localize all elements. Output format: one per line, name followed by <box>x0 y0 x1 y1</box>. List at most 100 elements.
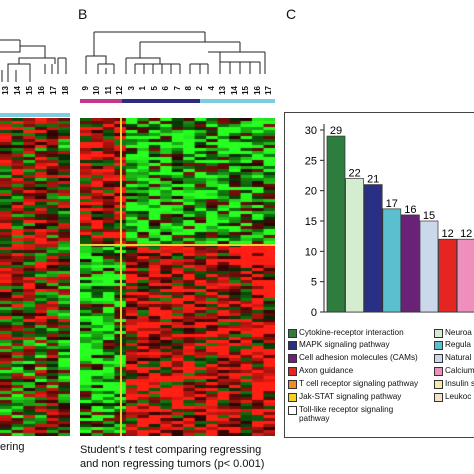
panel-b-heatmap <box>80 118 275 436</box>
panel-c-label: C <box>286 6 297 22</box>
legend-swatch <box>288 341 297 350</box>
bar-value-label: 17 <box>386 198 398 210</box>
legend-swatch <box>434 393 443 402</box>
legend-item: Cell adhesion molecules (CAMs) <box>288 353 418 363</box>
column-label: 13 <box>218 86 228 95</box>
legend-label: Calcium <box>445 366 474 375</box>
panel-b-divider-horizontal <box>80 244 275 246</box>
panel-c-legend: Cytokine-receptor interaction MAPK signal… <box>284 320 474 438</box>
bar-value-label: 12 <box>441 228 453 240</box>
panel-b-caption: Student's t test comparing regressing an… <box>80 444 265 470</box>
legend-item: T cell receptor signaling pathway <box>288 379 418 389</box>
column-label: 1 <box>138 86 148 91</box>
y-tick-label: 25 <box>305 155 317 167</box>
legend-label: Jak-STAT signaling pathway <box>299 392 402 401</box>
column-label: 16 <box>252 86 262 95</box>
bar <box>345 178 364 313</box>
legend-item: Jak-STAT signaling pathway <box>288 392 401 402</box>
panel-a-heatmap <box>0 118 70 436</box>
legend-swatch <box>434 354 443 363</box>
legend-swatch <box>434 341 443 350</box>
bar <box>401 214 420 313</box>
legend-item: Natural <box>434 353 471 363</box>
y-tick-label: 30 <box>305 125 317 137</box>
column-label: 3 <box>126 86 136 91</box>
legend-label: Regula <box>445 340 471 349</box>
column-label: 15 <box>241 86 251 95</box>
column-label: 11 <box>103 86 113 95</box>
panel-b-divider-vertical <box>120 118 122 436</box>
legend-item: Leukoc <box>434 392 471 402</box>
column-label: 14 <box>13 86 22 95</box>
panel-b-dendrogram <box>85 31 266 74</box>
column-label: 17 <box>264 86 274 95</box>
bar-value-label: 16 <box>404 204 416 216</box>
column-label: 9 <box>80 86 90 91</box>
legend-swatch <box>434 380 443 389</box>
bar <box>382 208 402 313</box>
panel-a-color-bar <box>0 113 70 117</box>
bar-value-label: 29 <box>330 125 342 137</box>
legend-item: MAPK signaling pathway <box>288 340 390 350</box>
column-label: 6 <box>161 86 171 91</box>
panel-a-column-labels: 13 14 15 16 17 18 <box>0 86 72 110</box>
column-label: 13 <box>1 86 10 95</box>
column-label: 12 <box>115 86 125 95</box>
bar <box>419 220 439 313</box>
legend-swatch <box>288 367 297 376</box>
legend-label: MAPK signaling pathway <box>299 340 390 349</box>
legend-item: Axon guidance <box>288 366 353 376</box>
legend-swatch <box>288 380 297 389</box>
column-label: 4 <box>206 86 216 91</box>
panel-b-color-bar <box>80 99 275 103</box>
y-tick-label: 5 <box>311 277 317 289</box>
column-label: 15 <box>25 86 34 95</box>
bar <box>456 238 474 313</box>
panel-c-bar-chart: 0 5 10 15 20 25 30 29 22 21 17 16 15 12 12 <box>305 124 474 319</box>
column-label: 10 <box>92 86 102 95</box>
legend-label: Insulin s <box>445 379 474 388</box>
bar <box>326 135 346 313</box>
column-label: 5 <box>149 86 159 91</box>
legend-item: Calcium <box>434 366 474 376</box>
y-tick-label: 20 <box>305 186 317 198</box>
legend-label: Cell adhesion molecules (CAMs) <box>299 353 418 362</box>
legend-item: Cytokine-receptor interaction <box>288 328 404 338</box>
column-label: 2 <box>195 86 205 91</box>
column-label: 16 <box>37 86 46 95</box>
y-tick-label: 0 <box>311 307 317 319</box>
legend-swatch <box>288 393 297 402</box>
y-tick-label: 10 <box>305 246 317 258</box>
bar-value-label: 15 <box>423 210 435 222</box>
column-label: 14 <box>229 86 239 95</box>
legend-label: Leukoc <box>445 392 472 401</box>
bar-value-label: 22 <box>348 168 360 180</box>
legend-swatch <box>288 406 297 415</box>
panel-a-caption: ering <box>0 441 25 453</box>
column-label: 18 <box>61 86 70 95</box>
y-tick-label: 15 <box>305 216 317 228</box>
legend-swatch <box>288 329 297 338</box>
legend-item: Toll-like receptor signaling pathway <box>288 405 418 423</box>
column-label: 17 <box>49 86 58 95</box>
legend-label: Toll-like receptor signaling pathway <box>299 405 394 423</box>
panel-b-label: B <box>78 6 88 22</box>
legend-label: T cell receptor signaling pathway <box>299 379 419 388</box>
legend-label: Cytokine-receptor interaction <box>299 328 404 337</box>
legend-swatch <box>434 367 443 376</box>
legend-item: Regula <box>434 340 471 350</box>
legend-item: Neuroa <box>434 328 472 338</box>
bar <box>438 238 457 313</box>
panel-c-frame <box>284 112 474 438</box>
legend-label: Natural <box>445 353 472 362</box>
panel-a-dendrogram <box>0 39 67 82</box>
bar <box>363 184 383 313</box>
legend-item: Insulin s <box>434 379 474 389</box>
column-label: 8 <box>183 86 193 91</box>
legend-swatch <box>434 329 443 338</box>
legend-swatch <box>288 354 297 363</box>
column-label: 7 <box>172 86 182 91</box>
bar-value-label: 21 <box>367 174 379 186</box>
bar-value-label: 12 <box>460 228 472 240</box>
legend-label: Axon guidance <box>299 366 354 375</box>
